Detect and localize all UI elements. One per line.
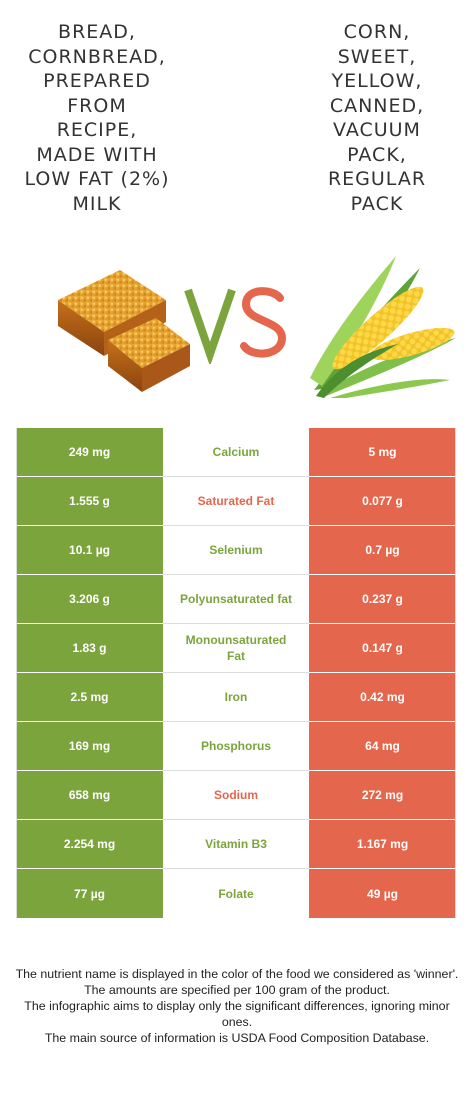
left-value: 2.5 mg [16, 673, 163, 722]
footnote-line: The nutrient name is displayed in the co… [15, 967, 459, 981]
vs-v-letter [184, 288, 236, 364]
vs-label [184, 287, 287, 364]
left-value: 658 mg [16, 771, 163, 820]
table-row: 3.206 g Polyunsaturated fat 0.237 g [16, 575, 456, 624]
nutrient-name: Calcium [163, 428, 309, 476]
left-value: 77 µg [16, 869, 163, 919]
right-value: 0.7 µg [309, 526, 456, 575]
table-row: 1.83 g Monounsaturated Fat 0.147 g [16, 624, 456, 673]
nutrient-name: Vitamin B3 [163, 820, 309, 868]
nutrient-name: Polyunsaturated fat [163, 575, 309, 623]
table-row: 249 mg Calcium 5 mg [16, 428, 456, 477]
right-value: 0.077 g [309, 477, 456, 526]
vs-s-letter [240, 287, 287, 358]
nutrient-name: Iron [163, 673, 309, 721]
left-food-title: BREAD, CORNBREAD, PREPARED FROM RECIPE, … [24, 21, 170, 215]
table-row: 2.254 mg Vitamin B3 1.167 mg [16, 820, 456, 869]
left-value: 3.206 g [16, 575, 163, 624]
right-value: 0.42 mg [309, 673, 456, 722]
right-value: 49 µg [309, 869, 456, 919]
right-value: 64 mg [309, 722, 456, 771]
corn-cob-image [310, 256, 456, 398]
right-value: 0.237 g [309, 575, 456, 624]
left-value: 2.254 mg [16, 820, 163, 869]
right-value: 1.167 mg [309, 820, 456, 869]
left-value: 249 mg [16, 428, 163, 477]
nutrient-name: Folate [163, 869, 309, 918]
right-value: 272 mg [309, 771, 456, 820]
comparison-table: 249 mg Calcium 5 mg 1.555 g Saturated Fat 0.0… [16, 428, 456, 919]
footnote: The nutrient name is displayed in the co… [10, 966, 464, 1046]
nutrient-name: Phosphorus [163, 722, 309, 770]
table-row: 10.1 µg Selenium 0.7 µg [16, 526, 456, 575]
table-row: 1.555 g Saturated Fat 0.077 g [16, 477, 456, 526]
footnote-line: The main source of information is USDA F… [44, 1031, 430, 1045]
table-row: 77 µg Folate 49 µg [16, 869, 456, 919]
nutrient-name: Selenium [163, 526, 309, 574]
nutrient-name: Sodium [163, 771, 309, 819]
cornbread-image [58, 270, 190, 392]
nutrient-name: Monounsaturated Fat [163, 624, 309, 672]
table-row: 658 mg Sodium 272 mg [16, 771, 456, 820]
right-food-title: CORN, SWEET, YELLOW, CANNED, VACUUM PACK… [327, 21, 427, 215]
nutrient-name: Saturated Fat [163, 477, 309, 525]
footnote-line: The amounts are specified per 100 gram o… [84, 983, 390, 997]
right-value: 0.147 g [309, 624, 456, 673]
table-row: 2.5 mg Iron 0.42 mg [16, 673, 456, 722]
table-row: 169 mg Phosphorus 64 mg [16, 722, 456, 771]
left-value: 1.83 g [16, 624, 163, 673]
right-value: 5 mg [309, 428, 456, 477]
left-value: 169 mg [16, 722, 163, 771]
footnote-line: The infographic aims to display only the… [24, 999, 450, 1029]
left-value: 1.555 g [16, 477, 163, 526]
left-value: 10.1 µg [16, 526, 163, 575]
